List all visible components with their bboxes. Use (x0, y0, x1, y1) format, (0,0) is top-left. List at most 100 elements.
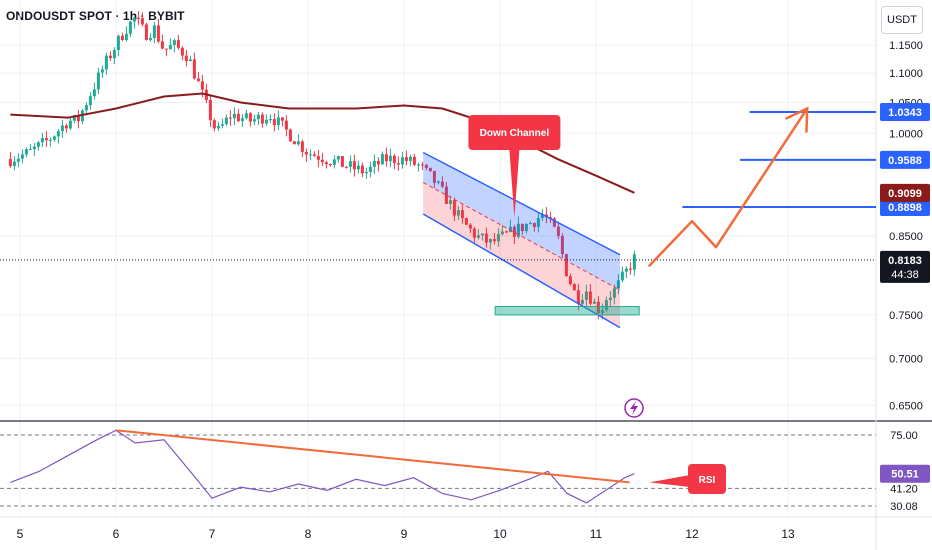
price-tick-label: 1.1500 (889, 40, 923, 52)
candle-up (592, 301, 596, 304)
channel-mid-line (422, 182, 621, 291)
rsi-tick-label: 75.00 (890, 430, 918, 442)
candle-up (16, 158, 20, 162)
candle-up (188, 59, 192, 62)
candle-up (528, 223, 532, 225)
candle-up (456, 210, 460, 216)
rsi-tick-label: 30.08 (890, 501, 918, 513)
candle-up (608, 297, 612, 301)
candle-up (40, 138, 44, 143)
candle-up (616, 280, 620, 289)
time-tick-label: 5 (17, 527, 24, 541)
candle-down (440, 181, 444, 187)
candle-up (624, 268, 628, 272)
candle-down (300, 141, 304, 152)
candle-up (448, 200, 452, 204)
candle-up (172, 40, 176, 45)
candle-down (472, 228, 476, 238)
candle-up (336, 156, 340, 160)
candle-down (452, 200, 456, 216)
candle-down (108, 55, 112, 59)
channel-upper-line (422, 151, 621, 256)
projection-path (647, 107, 809, 268)
candle-down (208, 99, 212, 121)
candle-down (156, 25, 160, 42)
moving-average-line (10, 92, 635, 194)
candle-up (220, 124, 224, 126)
candle-up (348, 161, 352, 167)
candle-down (460, 210, 464, 219)
candle-down (144, 24, 148, 41)
candle-up (400, 157, 404, 165)
price-tick-label: 0.8500 (889, 231, 923, 243)
candle-up (540, 214, 544, 219)
candle-up (364, 171, 368, 174)
candle-down (532, 223, 536, 227)
level-price-label: 0.8898 (888, 202, 922, 214)
candle-up (488, 239, 492, 243)
candle-up (116, 35, 120, 51)
time-tick-label: 13 (781, 527, 795, 541)
candle-down (360, 165, 364, 174)
candle-down (424, 164, 428, 168)
candle-up (252, 119, 256, 122)
candle-down (160, 41, 164, 49)
candle-up (476, 235, 480, 238)
candle-down (588, 291, 592, 304)
candle-up (124, 33, 128, 41)
candle-up (132, 17, 136, 22)
last-price-label-bg (880, 250, 930, 283)
candle-down (236, 113, 240, 122)
candle-down (200, 81, 204, 90)
candle-down (140, 18, 144, 25)
candle-up (84, 105, 88, 111)
level-price-label-bg (880, 197, 930, 216)
rsi-line (10, 429, 635, 504)
candle-up (368, 166, 372, 172)
candle-down (176, 40, 180, 48)
candle-up (332, 159, 336, 165)
candle-up (92, 89, 96, 97)
candle-down (180, 47, 184, 56)
rsi-trendline (115, 429, 630, 484)
candle-down (376, 160, 380, 165)
candle-up (12, 161, 16, 167)
candle-down (312, 154, 316, 157)
candle-down (280, 117, 284, 121)
candle-up (620, 271, 624, 281)
price-tick-label: 1.0000 (889, 128, 923, 140)
candle-down (572, 284, 576, 291)
candle-down (412, 156, 416, 165)
candle-up (388, 155, 392, 162)
candle-up (68, 120, 72, 129)
candle-down (576, 290, 580, 304)
candle-up (52, 136, 56, 140)
candle-down (428, 167, 432, 172)
candle-up (24, 149, 28, 155)
candle-down (520, 223, 524, 232)
currency-button[interactable]: USDT (881, 6, 923, 34)
candle-up (436, 181, 440, 183)
candle-down (444, 186, 448, 204)
candle-up (516, 223, 520, 237)
time-tick-label: 12 (685, 527, 699, 541)
candle-up (232, 113, 236, 119)
candle-down (556, 226, 560, 236)
candle-down (260, 114, 264, 124)
level-price-label-bg (880, 102, 930, 121)
ma-price-label-bg (880, 183, 930, 202)
candle-down (136, 17, 140, 19)
candle-up (128, 21, 132, 34)
candle-up (372, 160, 376, 167)
candle-up (100, 69, 104, 73)
candle-up (20, 154, 24, 159)
candle-down (164, 48, 168, 50)
candle-down (192, 59, 196, 79)
candle-down (464, 218, 468, 225)
channel-lower-line (422, 213, 621, 329)
candle-down (316, 156, 320, 160)
candle-down (212, 120, 216, 129)
candle-up (56, 131, 60, 137)
